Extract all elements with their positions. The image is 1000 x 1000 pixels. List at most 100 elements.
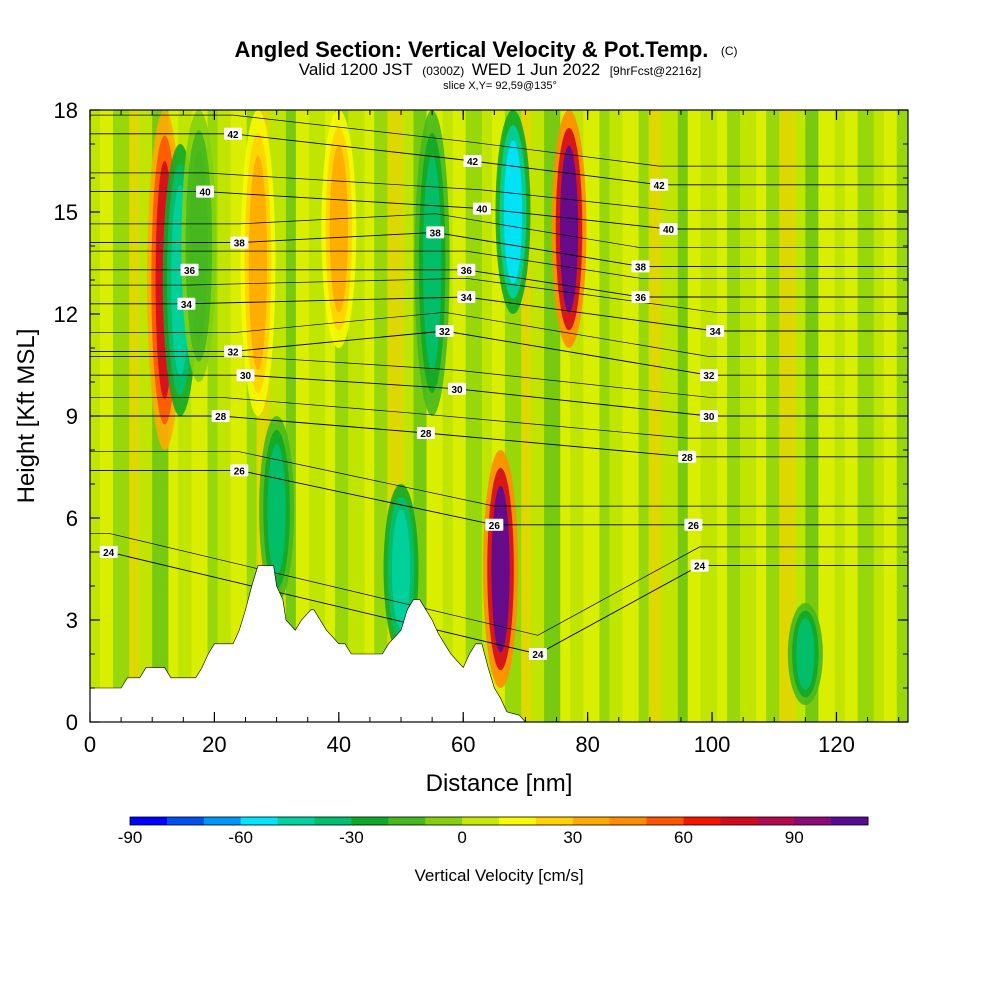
velocity-band: [559, 145, 579, 313]
pot-temp-label-box: [196, 185, 215, 198]
pot-temp-label: 32: [435, 325, 454, 338]
pot-temp-contour: [90, 250, 908, 279]
pot-temp-label: 26: [684, 518, 703, 532]
colorbar-swatch: [757, 817, 795, 825]
pot-temp-label-text: 38: [635, 262, 647, 273]
colorbar-frame: [129, 816, 869, 826]
velocity-stripe: [364, 110, 375, 722]
colorbar-label: Vertical Velocity [cm/s]: [414, 866, 583, 885]
pot-temp-label-box: [435, 325, 454, 337]
pot-temp-label-text: 42: [467, 157, 479, 168]
colorbar-swatch: [831, 817, 869, 825]
pot-temp-label: 34: [177, 297, 196, 311]
pot-temp-label-box: [659, 223, 678, 235]
colorbar-swatch: [314, 817, 352, 825]
velocity-band: [423, 155, 442, 371]
pot-temp-label: 24: [690, 559, 709, 573]
pot-temp-label-box: [224, 127, 243, 140]
pot-temp-contour: [90, 311, 908, 357]
pot-temp-label-box: [650, 178, 669, 191]
terrain: [90, 565, 908, 722]
chart-slice-info: slice X,Y= 92,59@135°: [443, 80, 557, 92]
pot-temp-label-text: 36: [184, 266, 196, 277]
colorbar-swatch: [388, 817, 426, 825]
velocity-stripe: [583, 110, 600, 722]
pot-temp-label-text: 28: [215, 412, 227, 423]
pot-temp-label: 38: [426, 226, 445, 239]
pot-temp-label: 24: [528, 648, 547, 661]
pot-temp-label-box: [426, 226, 445, 239]
pot-temp-label: 42: [463, 155, 482, 168]
velocity-stripe: [638, 110, 649, 722]
colorbar-swatch: [609, 817, 648, 825]
pot-temp-label-box: [678, 450, 697, 463]
velocity-stripe: [622, 110, 639, 722]
colorbar-swatch: [203, 817, 242, 825]
colorbar: -90 -60 -30 0 30 60 90: [118, 816, 869, 847]
pot-temp-label-box: [699, 410, 718, 422]
x-axis-label: Distance [nm]: [426, 770, 573, 797]
pot-temp-label: 26: [485, 518, 504, 532]
x-tick-label: 60: [451, 732, 475, 757]
pot-temp-label-text: 34: [710, 327, 722, 338]
velocity-band: [796, 618, 815, 690]
x-tick-label: 80: [575, 732, 599, 757]
y-tick-label: 15: [54, 200, 78, 225]
x-tick-label: 100: [694, 732, 731, 757]
pot-temp-labels: 24 26 28 30 32 34 36 38 40 42 28 30 32 34 36 38 40 42 26 24…: [99, 127, 725, 661]
pot-temp-label-text: 24: [694, 562, 706, 573]
pot-temp-label-text: 38: [234, 239, 246, 250]
colorbar-swatch: [425, 817, 463, 825]
pot-temp-label: 38: [631, 260, 650, 273]
pot-temp-label-box: [211, 410, 230, 422]
colorbar-swatch: [462, 817, 500, 825]
x-tick-label: 40: [327, 732, 351, 757]
velocity-band: [267, 444, 286, 575]
pot-temp-contour: [90, 356, 908, 398]
colorbar-swatch: [166, 817, 205, 825]
pot-temp-label-box: [528, 648, 547, 660]
chart-valid-line: Valid 1200 JST (0300Z) WED 1 Jun 2022 [9…: [299, 60, 702, 79]
pot-temp-label: 28: [416, 427, 435, 440]
pot-temp-label: 36: [180, 263, 199, 277]
pot-temp-label-box: [224, 345, 243, 358]
pot-temp-label-box: [463, 155, 482, 167]
pot-temp-label-box: [485, 518, 504, 531]
pot-temp-label-box: [706, 325, 725, 337]
y-tick-label: 18: [54, 98, 78, 123]
pot-temp-label-text: 32: [439, 327, 451, 338]
pot-temp-label: 26: [230, 464, 249, 477]
velocity-stripe: [295, 110, 309, 722]
pot-temp-label-box: [457, 263, 476, 276]
pot-temp-label: 28: [211, 410, 230, 423]
velocity-stripe: [403, 110, 414, 722]
pot-temp-contour: [90, 213, 908, 249]
colorbar-swatch: [240, 817, 279, 825]
colorbar-tick-label: -90: [118, 828, 143, 847]
pot-temp-label-text: 40: [663, 225, 675, 236]
pot-temp-label-box: [699, 369, 718, 382]
velocity-band: [248, 155, 268, 371]
pot-temp-label-box: [448, 382, 467, 395]
pot-temp-label-text: 24: [532, 650, 544, 661]
pot-temp-label-text: 30: [703, 412, 715, 423]
velocity-stripe: [521, 110, 532, 722]
pot-temp-label-text: 42: [654, 181, 666, 192]
pot-temp-label: 32: [224, 345, 243, 358]
pot-temp-label: 24: [99, 546, 118, 559]
pot-temp-label-text: 36: [635, 293, 647, 304]
velocity-stripe: [246, 110, 257, 722]
pot-temp-label: 40: [472, 202, 491, 216]
y-tick-label: 12: [54, 302, 78, 327]
velocity-stripe: [687, 110, 701, 722]
plot-content: 24 26 28 30 32 34 36 38 40 42 28 30 32 34 36 38 40 42 26 24…: [90, 110, 908, 722]
chart-title: Angled Section: Vertical Velocity & Pot.…: [234, 37, 737, 62]
pot-temp-label-box: [177, 297, 196, 310]
colorbar-swatch: [499, 817, 537, 825]
pot-temp-label: 36: [631, 291, 650, 304]
pot-temp-label: 40: [196, 185, 215, 199]
velocity-band: [189, 150, 208, 342]
pot-temp-label-box: [416, 427, 435, 439]
pot-temp-label-text: 32: [703, 371, 715, 382]
